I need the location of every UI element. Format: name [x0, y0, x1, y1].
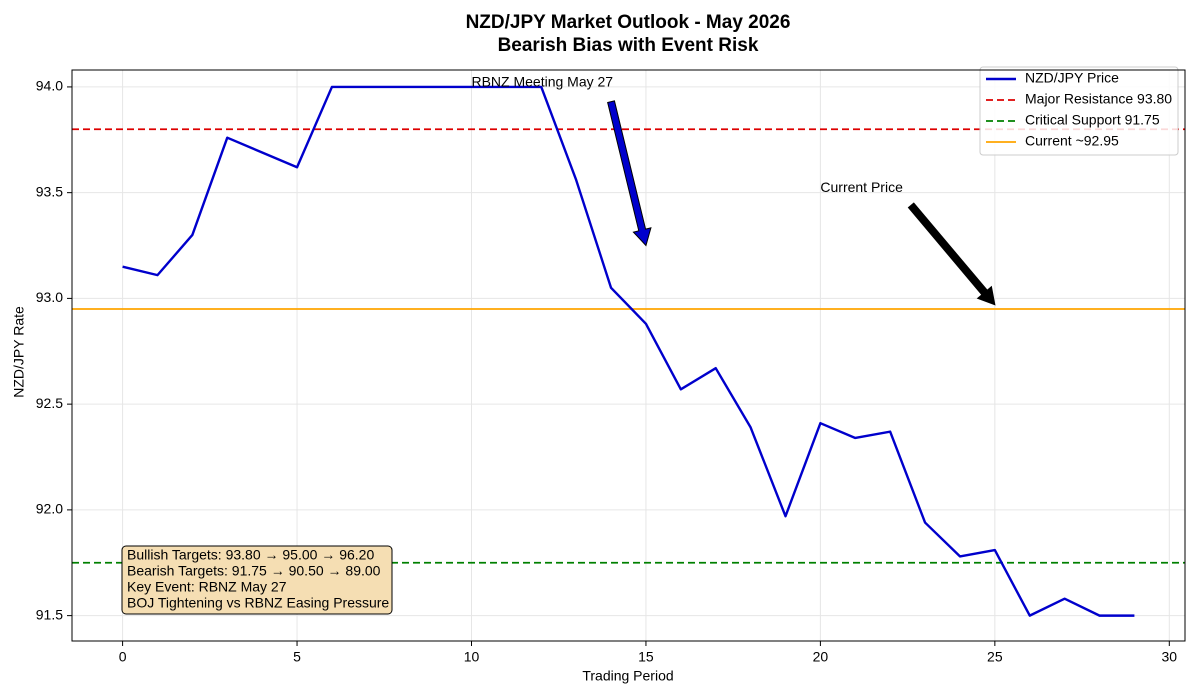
x-tick-label: 30 [1162, 649, 1178, 665]
plot-frame [71, 69, 1186, 642]
annotation-text: RBNZ Meeting May 27 [471, 73, 613, 89]
info-box-line: Key Event: RBNZ May 27 [127, 579, 287, 595]
chart-subtitle: Bearish Bias with Event Risk [498, 35, 759, 56]
info-box: Bullish Targets: 93.80 → 95.00 → 96.20Be… [121, 545, 393, 615]
x-tick-label: 5 [293, 649, 301, 665]
legend-label: Critical Support 91.75 [1025, 112, 1160, 128]
info-box-line: BOJ Tightening vs RBNZ Easing Pressure [127, 595, 389, 611]
legend-label: Major Resistance 93.80 [1025, 91, 1172, 107]
x-tick-label: 15 [638, 649, 654, 665]
info-box-line: Bullish Targets: 93.80 → 95.00 → 96.20 [127, 547, 374, 563]
annotation-text: Current Price [820, 179, 903, 195]
y-tick-label: 92.5 [36, 395, 63, 411]
price-line [122, 85, 1135, 617]
y-tick-label: 93.0 [36, 289, 63, 305]
annotation-arrow [907, 202, 996, 306]
x-axis-label: Trading Period [582, 668, 673, 684]
legend-label: NZD/JPY Price [1025, 70, 1119, 86]
info-box-line: Bearish Targets: 91.75 → 90.50 → 89.00 [127, 563, 381, 579]
y-tick-label: 91.5 [36, 606, 63, 622]
chart-title: NZD/JPY Market Outlook - May 2026 [466, 12, 791, 33]
x-tick-label: 25 [987, 649, 1003, 665]
x-tick-label: 20 [813, 649, 829, 665]
legend-box [979, 66, 1179, 156]
y-tick-label: 94.0 [36, 78, 63, 94]
x-tick-label: 0 [119, 649, 127, 665]
legend-label: Current ~92.95 [1025, 133, 1119, 149]
annotation-arrow [607, 100, 652, 247]
legend: NZD/JPY Price Major Resistance 93.80 Criti… [979, 66, 1179, 156]
y-tick-label: 92.0 [36, 501, 63, 517]
x-tick-label: 10 [464, 649, 480, 665]
y-axis-label: NZD/JPY Rate [11, 306, 27, 398]
y-tick-label: 93.5 [36, 183, 63, 199]
info-box-background [121, 545, 393, 615]
